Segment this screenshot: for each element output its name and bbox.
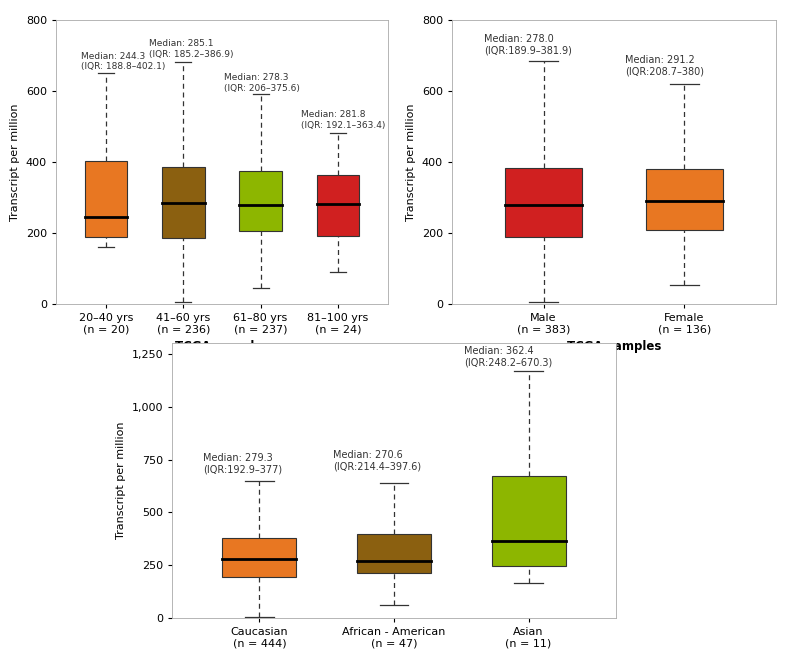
Bar xyxy=(222,538,297,577)
Text: Median: 279.3
(IQR:192.9–377): Median: 279.3 (IQR:192.9–377) xyxy=(203,453,282,474)
Bar xyxy=(505,168,582,237)
X-axis label: TCGA samples: TCGA samples xyxy=(175,340,269,353)
Bar xyxy=(646,169,723,230)
Bar xyxy=(317,175,359,236)
Y-axis label: Transcript per million: Transcript per million xyxy=(116,422,126,540)
Bar xyxy=(491,476,566,566)
Text: Median: 244.3
(IQR: 188.8–402.1): Median: 244.3 (IQR: 188.8–402.1) xyxy=(82,52,166,71)
Text: Median: 281.8
(IQR: 192.1–363.4): Median: 281.8 (IQR: 192.1–363.4) xyxy=(301,111,385,130)
Bar xyxy=(239,171,282,231)
Bar xyxy=(85,161,127,237)
Text: Median: 278.0
(IQR:189.9–381.9): Median: 278.0 (IQR:189.9–381.9) xyxy=(485,33,572,55)
Text: Median: 362.4
(IQR:248.2–670.3): Median: 362.4 (IQR:248.2–670.3) xyxy=(464,346,552,368)
Text: Median: 291.2
(IQR:208.7–380): Median: 291.2 (IQR:208.7–380) xyxy=(626,55,704,77)
Bar xyxy=(357,534,431,573)
Bar xyxy=(162,167,205,238)
Text: Median: 278.3
(IQR: 206–375.6): Median: 278.3 (IQR: 206–375.6) xyxy=(223,73,299,92)
Text: Median: 285.1
(IQR: 185.2–386.9): Median: 285.1 (IQR: 185.2–386.9) xyxy=(149,39,233,59)
Text: Median: 270.6
(IQR:214.4–397.6): Median: 270.6 (IQR:214.4–397.6) xyxy=(334,449,422,471)
Y-axis label: Transcript per million: Transcript per million xyxy=(10,103,20,220)
Y-axis label: Transcript per million: Transcript per million xyxy=(406,103,416,220)
X-axis label: TCGA samples: TCGA samples xyxy=(567,340,661,353)
